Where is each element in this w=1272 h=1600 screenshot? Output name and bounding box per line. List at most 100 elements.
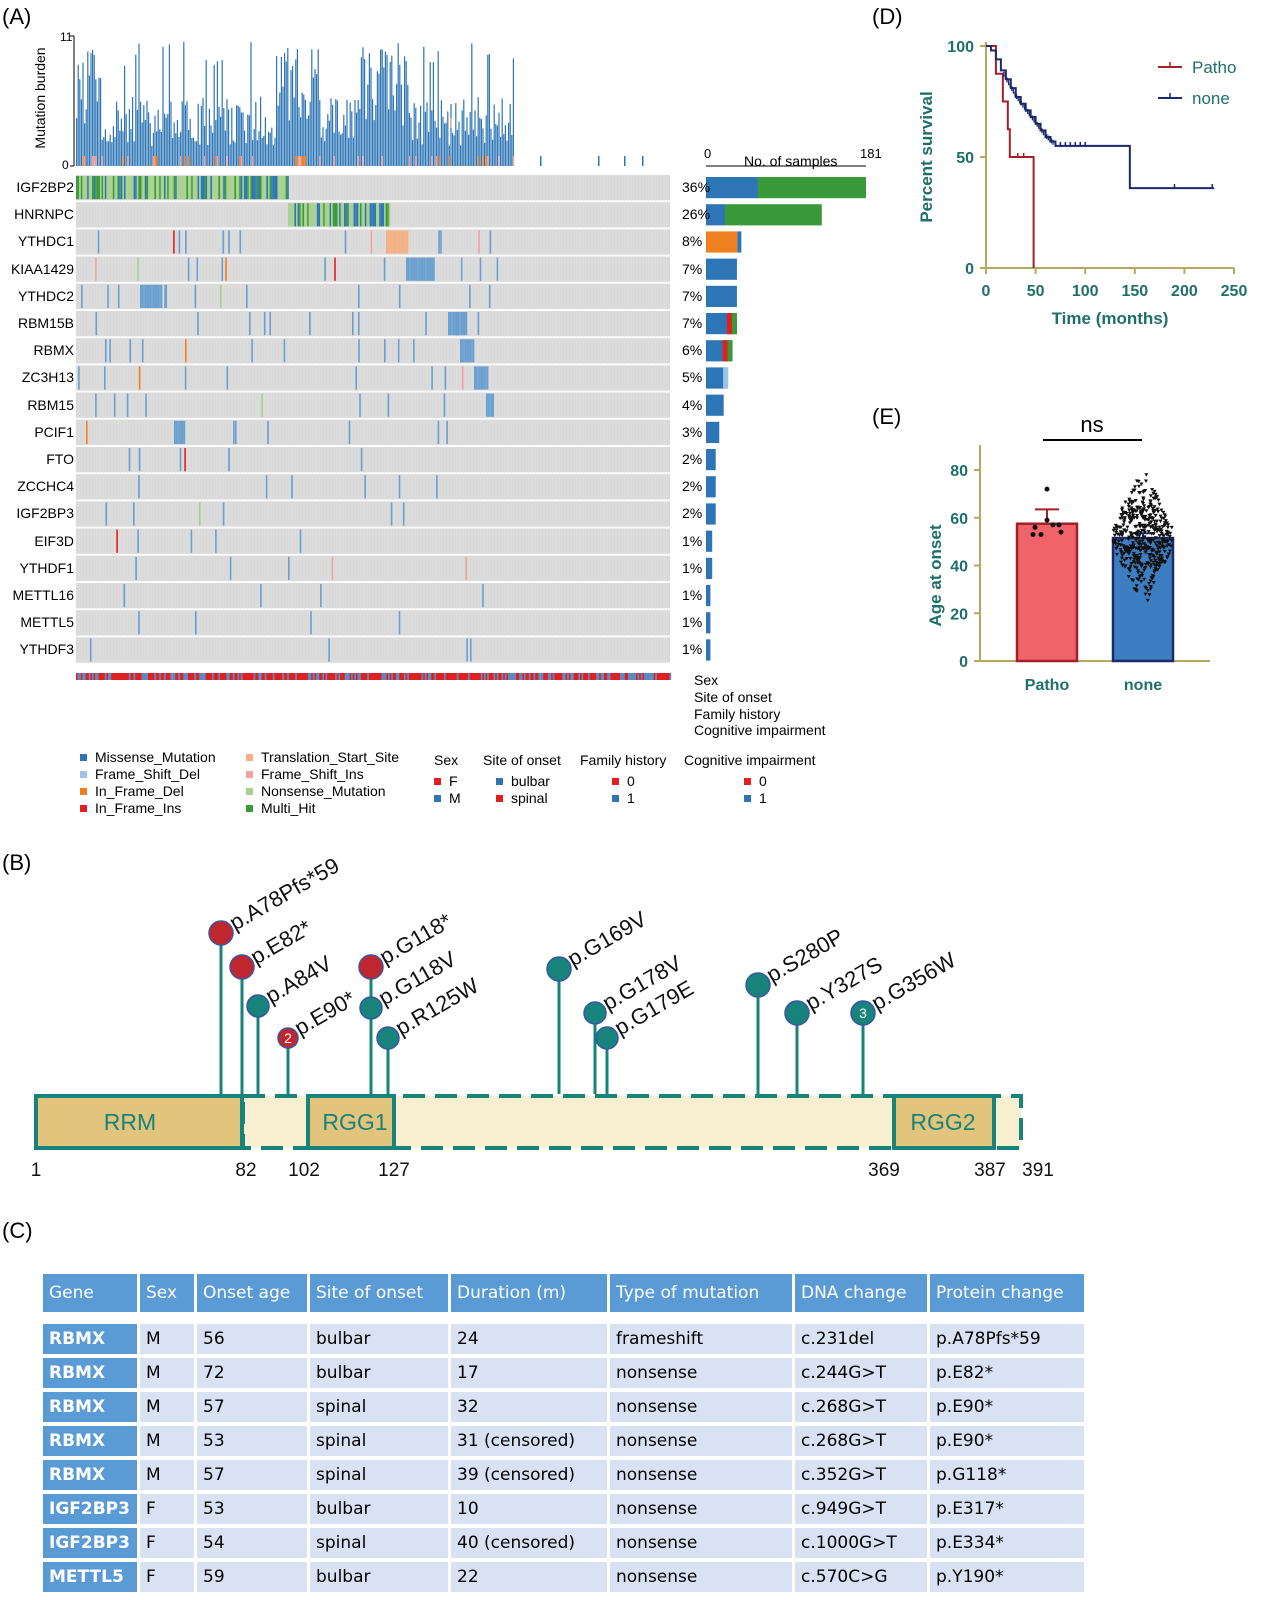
burden-bar [98,77,100,166]
age-point [1151,581,1156,585]
burden-bar [420,105,422,166]
mutation-cell [152,176,155,200]
mutation-cell [268,176,270,200]
burden-bar [152,132,154,166]
gene-percent: 7% [682,287,703,304]
age-point [1149,532,1154,536]
mutation-cell [324,203,327,227]
mutation-cell [318,203,320,227]
burden-bar [642,156,644,166]
mutation-cell [323,203,325,227]
age-point [1118,530,1123,534]
burden-bar [330,98,332,166]
age-point [1150,488,1155,492]
mutation-cell [119,176,121,200]
mutation-cell [174,420,176,444]
annotation-cell [146,673,148,680]
age-point [1130,516,1135,520]
age-point [1136,479,1141,484]
mutation-cell [328,638,330,662]
burden-bar [410,117,412,166]
mutation-cell [249,312,251,336]
burden-bar [192,137,194,166]
sample-bar [723,367,729,389]
sample-bar [706,557,713,579]
mutation-cell [149,176,152,200]
mutation-cell [355,366,357,390]
mutation-cell [200,176,203,200]
mutation-cell [218,176,220,200]
age-point [1153,492,1158,497]
age-y-tick-label: 40 [950,559,968,576]
mutation-cell [370,230,373,254]
burden-bar [540,156,542,166]
burden-bar [279,92,281,166]
annotation-cell [514,673,516,680]
table-cell: bulbar [310,1324,448,1354]
mutation-cell [90,176,92,200]
age-point [1128,564,1133,569]
mutation-cell [315,203,317,227]
annotation-cell [512,673,515,680]
mutation-cell [85,176,88,200]
mutation-cell [363,203,365,227]
annotation-cell [629,673,632,680]
age-point [1165,539,1170,544]
mutation-cell [337,203,340,227]
burden-max-tick: 11 [60,30,73,44]
mutation-cell [310,611,312,635]
table-row: IGF2BP3 F 53 bulbar 10 nonsense c.949G>T p.E317… [43,1494,1084,1524]
gene-percent: 5% [682,369,703,386]
mutation-cell [387,203,389,227]
mutation-cell [332,203,335,227]
age-point [1136,536,1141,541]
burden-bar [103,137,105,166]
burden-bar [396,84,398,166]
mutation-cell [103,176,105,200]
mutation-cell [196,257,199,281]
mutation-cell [95,257,97,281]
annotation-cell [84,673,86,680]
mutation-cell [460,312,463,336]
km-y-axis-label: Percent survival [917,91,936,222]
mutation-cell [309,312,311,336]
domain-rgg2 [892,1094,996,1150]
burden-bar [418,122,420,166]
mutation-cell [380,203,383,227]
mutation-cell [440,230,442,254]
mutation-cell [183,420,186,444]
burden-bar-segment [436,156,438,166]
mutation-cell [135,176,137,200]
gene-percent: 4% [682,396,703,413]
age-point [1153,541,1158,545]
burden-bar [88,75,90,166]
mutation-cell [143,176,145,200]
age-point [1119,549,1124,554]
burden-bar-segment [381,156,383,166]
age-point [1151,511,1156,515]
burden-bar [448,145,450,166]
burden-bar [143,105,145,166]
age-point [1137,484,1142,489]
age-point [1127,546,1132,551]
mutation-cell [260,584,262,608]
mutation-cell [225,257,227,281]
mutation-cell [320,584,322,608]
mutation-cell [397,339,400,363]
burden-bar-segment [180,156,182,166]
mutation-cell [255,176,257,200]
burden-bar [135,54,137,167]
annotation-cell [570,673,572,680]
table-cell: F [140,1528,194,1558]
age-point [1116,539,1121,544]
burden-bar [96,101,98,166]
burden-bar [376,71,378,166]
age-point [1153,513,1158,518]
burden-bar [471,43,473,166]
position-tick: 82 [235,1160,256,1181]
age-point [1119,513,1124,518]
burden-bar [316,74,318,166]
annotation-cell [640,673,643,680]
burden-bar [421,144,423,166]
annotation-cell [548,673,550,680]
